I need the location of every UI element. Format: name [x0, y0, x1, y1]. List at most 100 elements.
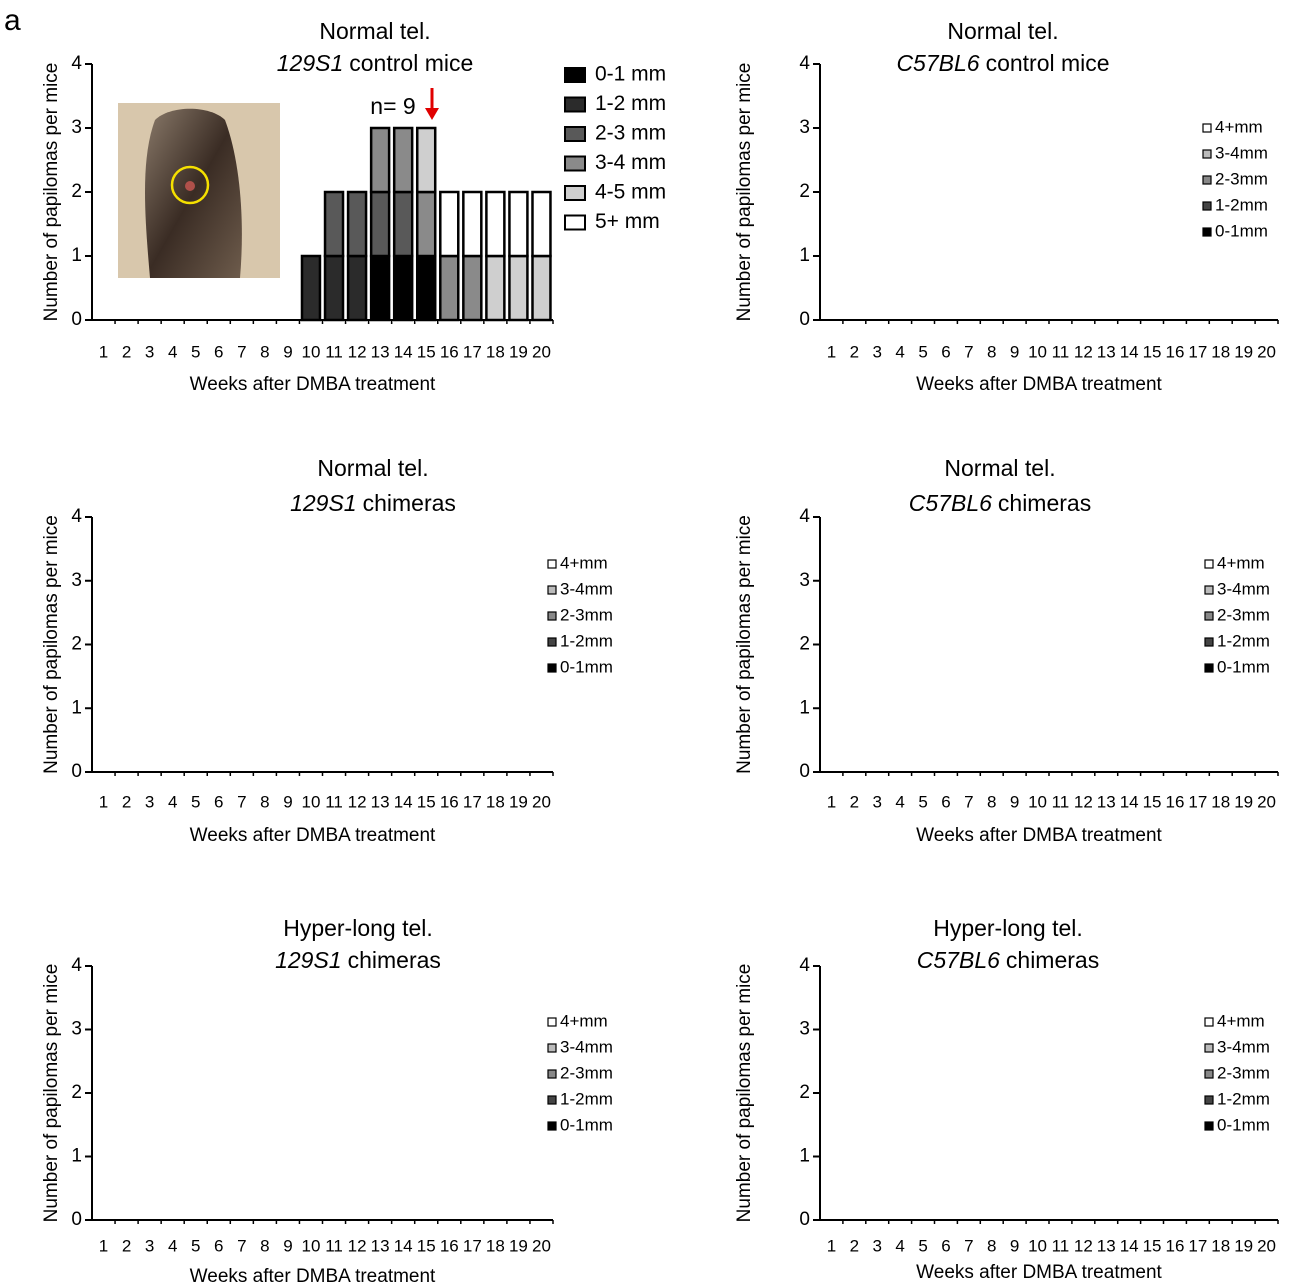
x-tick-label: 8 [260, 1236, 269, 1255]
legend-swatch [547, 585, 557, 595]
bar-segment [439, 190, 460, 258]
x-axis-label: Weeks after DMBA treatment [190, 825, 436, 846]
legend-swatch [1204, 1043, 1214, 1053]
y-tick-label: 4 [71, 53, 82, 74]
bar-segment [485, 254, 506, 322]
x-tick-label: 3 [145, 1236, 154, 1255]
bar-segment [323, 190, 345, 258]
y-axis-label: Number of papilomas per mice [734, 63, 755, 322]
strain: C57BL6 [909, 490, 992, 516]
bar-segment [439, 254, 460, 322]
x-tick-label: 4 [895, 792, 904, 811]
x-tick-label: 7 [964, 1236, 973, 1255]
x-tick-label: 16 [440, 342, 459, 361]
chart-subtitle: C57BL6 chimeras [917, 947, 1099, 973]
subtitle: control mice [986, 50, 1110, 76]
chart-subtitle: 129S1 control mice [277, 50, 474, 76]
bar-segment [392, 254, 414, 322]
chart-title: Hyper-long tel. [283, 915, 433, 941]
legend-swatch [547, 637, 557, 647]
x-tick-label: 6 [214, 1236, 223, 1255]
x-axis-label: Weeks after DMBA treatment [916, 374, 1162, 395]
x-tick-label: 14 [394, 1236, 413, 1255]
x-tick-label: 17 [463, 1236, 482, 1255]
legend-swatch [1204, 585, 1214, 595]
legend-swatch [547, 1095, 557, 1105]
x-tick-label: 12 [1074, 1236, 1093, 1255]
x-tick-label: 11 [325, 342, 343, 361]
bar-segment [300, 254, 322, 322]
chart-title: Normal tel. [947, 18, 1058, 44]
x-tick-label: 11 [1052, 792, 1070, 811]
y-tick-label: 3 [799, 570, 810, 591]
x-tick-label: 9 [283, 342, 292, 361]
legend-label: 3-4mm [1217, 1037, 1270, 1056]
x-tick-label: 19 [1234, 1236, 1253, 1255]
legend-swatch [1204, 611, 1214, 621]
x-tick-label: 17 [463, 792, 482, 811]
y-tick-label: 3 [71, 1019, 82, 1040]
x-tick-label: 9 [1010, 1236, 1019, 1255]
subtitle: control mice [349, 50, 473, 76]
legend-label: 3-4 mm [595, 151, 666, 174]
legend-swatch [547, 1017, 557, 1027]
arrow-head [425, 108, 439, 120]
x-tick-label: 5 [191, 342, 200, 361]
x-tick-label: 7 [237, 342, 246, 361]
x-tick-label: 4 [895, 342, 904, 361]
bar-segment [531, 254, 552, 322]
x-tick-label: 16 [1165, 1236, 1184, 1255]
bar-segment [415, 254, 437, 322]
x-tick-label: 12 [348, 792, 367, 811]
x-tick-label: 18 [486, 342, 505, 361]
legend-swatch [1202, 149, 1212, 159]
y-tick-label: 3 [799, 117, 810, 138]
y-axis-label: Number of papilomas per mice [734, 964, 755, 1223]
legend-swatch [547, 611, 557, 621]
x-tick-label: 19 [509, 1236, 528, 1255]
x-tick-label: 15 [417, 1236, 436, 1255]
x-tick-label: 14 [1120, 792, 1139, 811]
x-tick-label: 6 [941, 792, 950, 811]
x-tick-label: 11 [1052, 342, 1070, 361]
legend-label: 3-4mm [560, 579, 613, 598]
x-tick-label: 10 [302, 342, 321, 361]
y-tick-label: 0 [799, 1209, 810, 1230]
bar-segment [392, 190, 414, 258]
x-tick-label: 8 [987, 342, 996, 361]
legend-swatch [564, 67, 586, 83]
y-tick-label: 4 [799, 506, 810, 527]
highlight-circle [170, 165, 210, 205]
y-tick-label: 0 [71, 761, 82, 782]
papilloma [185, 181, 195, 191]
x-tick-label: 14 [1120, 342, 1139, 361]
y-axis-label: Number of papilomas per mice [41, 515, 62, 774]
legend-label: 4+mm [1217, 1011, 1265, 1030]
chart-subtitle: 129S1 chimeras [290, 490, 456, 516]
y-tick-label: 2 [71, 1082, 82, 1103]
y-tick-label: 2 [799, 1082, 810, 1103]
y-tick-label: 1 [71, 1146, 82, 1167]
x-tick-label: 14 [394, 342, 413, 361]
legend-label: 2-3mm [560, 1063, 613, 1082]
x-tick-label: 4 [168, 1236, 177, 1255]
legend-label: 0-1mm [1215, 221, 1268, 240]
legend-swatch [564, 155, 586, 172]
bar-segment [508, 254, 529, 322]
bar-segment [369, 254, 391, 322]
bar-segment [415, 126, 437, 194]
subtitle: chimeras [1006, 947, 1099, 973]
x-tick-label: 14 [394, 792, 413, 811]
subtitle: chimeras [348, 947, 441, 973]
x-tick-label: 18 [1211, 792, 1230, 811]
x-tick-label: 14 [1120, 1236, 1139, 1255]
y-tick-label: 2 [799, 181, 810, 202]
chart-subtitle: C57BL6 control mice [896, 50, 1109, 76]
x-tick-label: 1 [827, 342, 836, 361]
legend-swatch [1204, 1095, 1214, 1105]
bar-segment [462, 254, 483, 322]
x-tick-label: 13 [1097, 792, 1116, 811]
legend-label: 1-2mm [1217, 631, 1270, 650]
